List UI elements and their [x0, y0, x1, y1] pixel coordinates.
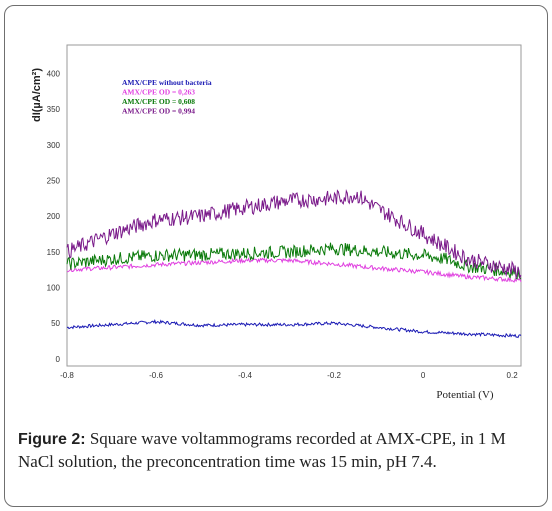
legend-entry-2: AMX/CPE OD = 0,263	[122, 88, 195, 97]
y-tick-label: 50	[51, 319, 60, 328]
legend-entry-1: AMX/CPE without bacteria	[122, 78, 212, 87]
y-tick-label: 350	[47, 105, 61, 114]
caption-text: Square wave voltammograms recorded at AM…	[18, 429, 506, 471]
y-tick-label: 400	[47, 70, 61, 79]
y-tick-label: 0	[56, 355, 61, 364]
caption-label: Figure 2:	[18, 431, 86, 448]
legend-entry-4: AMX/CPE OD = 0,994	[122, 107, 195, 116]
x-tick-label: -0.6	[149, 371, 163, 380]
x-tick-label: 0	[421, 371, 426, 380]
series-line-1	[66, 318, 522, 339]
plot-area-frame	[66, 44, 522, 367]
x-axis-label: Potential (V)	[436, 389, 493, 401]
series-line-4	[66, 188, 522, 280]
x-axis-ticks: -0.8 -0.6 -0.4 -0.2 0 0.2	[60, 371, 518, 380]
y-tick-label: 300	[47, 141, 61, 150]
x-tick-label: -0.2	[327, 371, 341, 380]
x-tick-label: 0.2	[507, 371, 519, 380]
x-tick-label: -0.4	[238, 371, 252, 380]
y-tick-label: 200	[47, 212, 61, 221]
series-group	[66, 188, 522, 339]
y-axis-label: dI(µA/cm²)	[31, 68, 43, 122]
figure-caption: Figure 2: Square wave voltammograms reco…	[18, 428, 538, 473]
series-line-3	[66, 242, 522, 280]
y-tick-label: 100	[47, 284, 61, 293]
legend-entry-3: AMX/CPE OD = 0,608	[122, 97, 195, 106]
x-tick-label: -0.8	[60, 371, 74, 380]
y-tick-label: 250	[47, 177, 61, 186]
y-axis-ticks: 0 50 100 150 200 250 300 350 400	[47, 70, 61, 364]
y-tick-label: 150	[47, 248, 61, 257]
series-line-2	[66, 256, 522, 283]
